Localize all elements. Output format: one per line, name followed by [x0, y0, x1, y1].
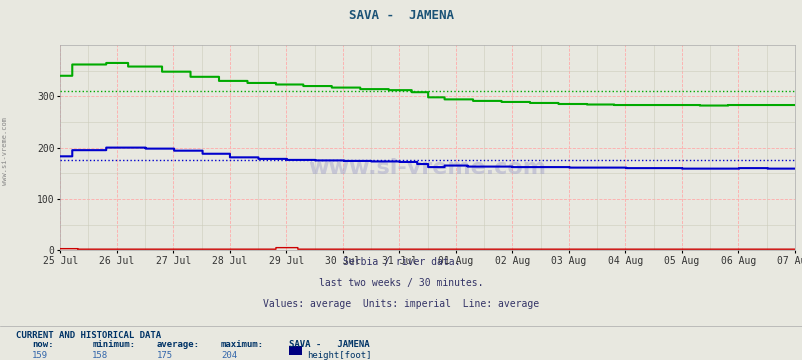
Text: 175: 175	[156, 351, 172, 360]
Text: www.si-vreme.com: www.si-vreme.com	[308, 158, 546, 178]
Text: SAVA -  JAMENA: SAVA - JAMENA	[349, 9, 453, 22]
Text: CURRENT AND HISTORICAL DATA: CURRENT AND HISTORICAL DATA	[16, 331, 161, 340]
Text: 158: 158	[92, 351, 108, 360]
Text: maximum:: maximum:	[221, 340, 264, 349]
Text: height[foot]: height[foot]	[306, 351, 371, 360]
Text: 159: 159	[32, 351, 48, 360]
Text: www.si-vreme.com: www.si-vreme.com	[2, 117, 8, 185]
Text: 204: 204	[221, 351, 237, 360]
Text: last two weeks / 30 minutes.: last two weeks / 30 minutes.	[319, 278, 483, 288]
Text: minimum:: minimum:	[92, 340, 136, 349]
Text: average:: average:	[156, 340, 200, 349]
Text: SAVA -   JAMENA: SAVA - JAMENA	[289, 340, 369, 349]
Text: Values: average  Units: imperial  Line: average: Values: average Units: imperial Line: av…	[263, 299, 539, 309]
Text: now:: now:	[32, 340, 54, 349]
Text: Serbia / river data.: Serbia / river data.	[342, 257, 460, 267]
